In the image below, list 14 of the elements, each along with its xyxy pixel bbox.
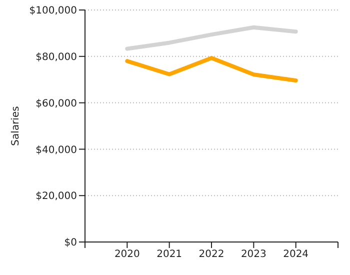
- y-tick-label: $0: [64, 238, 77, 249]
- x-tick-label: 2022: [198, 249, 224, 260]
- line-series: [125, 56, 298, 83]
- y-tick-label: $60,000: [36, 98, 77, 110]
- x-tick-label: 2023: [240, 249, 266, 260]
- y-tick-label: $20,000: [36, 191, 77, 202]
- x-tick-label: 2020: [114, 249, 140, 260]
- y-tick-label: $100,000: [29, 6, 77, 17]
- y-tick-label: $40,000: [36, 144, 77, 156]
- line-series: [125, 25, 298, 51]
- x-tick-label: 2024: [283, 249, 309, 260]
- y-tick-label: $80,000: [36, 52, 77, 63]
- x-tick-label: 2021: [156, 249, 182, 260]
- y-axis-title: Salaries: [10, 106, 22, 146]
